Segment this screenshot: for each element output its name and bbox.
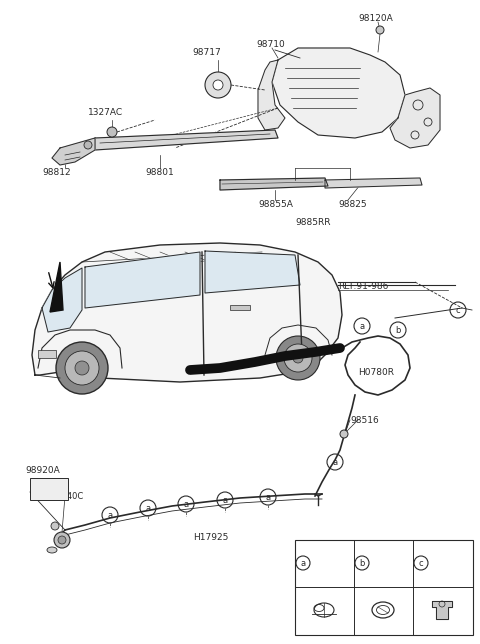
Circle shape [107, 127, 117, 137]
Text: 98920A: 98920A [25, 466, 60, 475]
Text: a: a [300, 558, 306, 567]
Circle shape [276, 336, 320, 380]
Circle shape [65, 351, 99, 385]
Polygon shape [32, 243, 342, 382]
Circle shape [58, 536, 66, 544]
Bar [38, 350, 56, 358]
Bar [30, 478, 68, 500]
Polygon shape [432, 601, 452, 619]
Text: 98516: 98516 [32, 482, 59, 491]
Bar [295, 540, 473, 635]
Circle shape [54, 532, 70, 548]
Bar [230, 305, 250, 310]
Text: 98717: 98717 [192, 48, 221, 57]
Text: a: a [183, 500, 189, 509]
Polygon shape [390, 88, 440, 148]
Polygon shape [220, 178, 328, 190]
Polygon shape [205, 251, 300, 293]
Circle shape [376, 26, 384, 34]
Circle shape [51, 522, 59, 530]
Text: a: a [145, 504, 151, 513]
Text: 98940C: 98940C [52, 492, 84, 501]
Text: a: a [222, 495, 228, 504]
Text: c: c [419, 558, 423, 567]
Circle shape [56, 342, 108, 394]
Text: b: b [360, 558, 365, 567]
Text: REF.91-986: REF.91-986 [338, 282, 388, 291]
Ellipse shape [47, 547, 57, 553]
Text: 98812: 98812 [42, 168, 71, 177]
Text: b: b [396, 325, 401, 334]
Text: 9885RR: 9885RR [295, 218, 331, 227]
Text: 98801: 98801 [145, 168, 174, 177]
Circle shape [205, 72, 231, 98]
Text: 98825: 98825 [338, 200, 367, 209]
Circle shape [84, 141, 92, 149]
Circle shape [213, 80, 223, 90]
Polygon shape [325, 178, 422, 188]
Circle shape [293, 353, 303, 363]
Text: H0780R: H0780R [358, 368, 394, 377]
Text: H17925: H17925 [193, 533, 228, 542]
Circle shape [340, 430, 348, 438]
Polygon shape [50, 262, 63, 312]
Text: a: a [265, 493, 271, 502]
Polygon shape [95, 130, 278, 150]
Text: 98516: 98516 [350, 416, 379, 425]
Text: c: c [456, 305, 460, 314]
Circle shape [284, 344, 312, 372]
Text: 98653: 98653 [431, 545, 460, 554]
Text: 98855A: 98855A [258, 200, 293, 209]
Text: 98120A: 98120A [358, 14, 393, 23]
Text: 81199: 81199 [313, 545, 342, 554]
Text: a: a [108, 511, 113, 520]
Polygon shape [272, 48, 405, 138]
Text: a: a [360, 321, 365, 330]
Polygon shape [258, 60, 285, 130]
Text: 98710: 98710 [256, 40, 285, 49]
Text: a: a [333, 457, 337, 466]
Text: 1327AC: 1327AC [88, 108, 123, 117]
Polygon shape [85, 252, 200, 308]
Text: 98893B: 98893B [372, 545, 407, 554]
Polygon shape [42, 268, 82, 332]
Polygon shape [52, 138, 95, 165]
Circle shape [75, 361, 89, 375]
